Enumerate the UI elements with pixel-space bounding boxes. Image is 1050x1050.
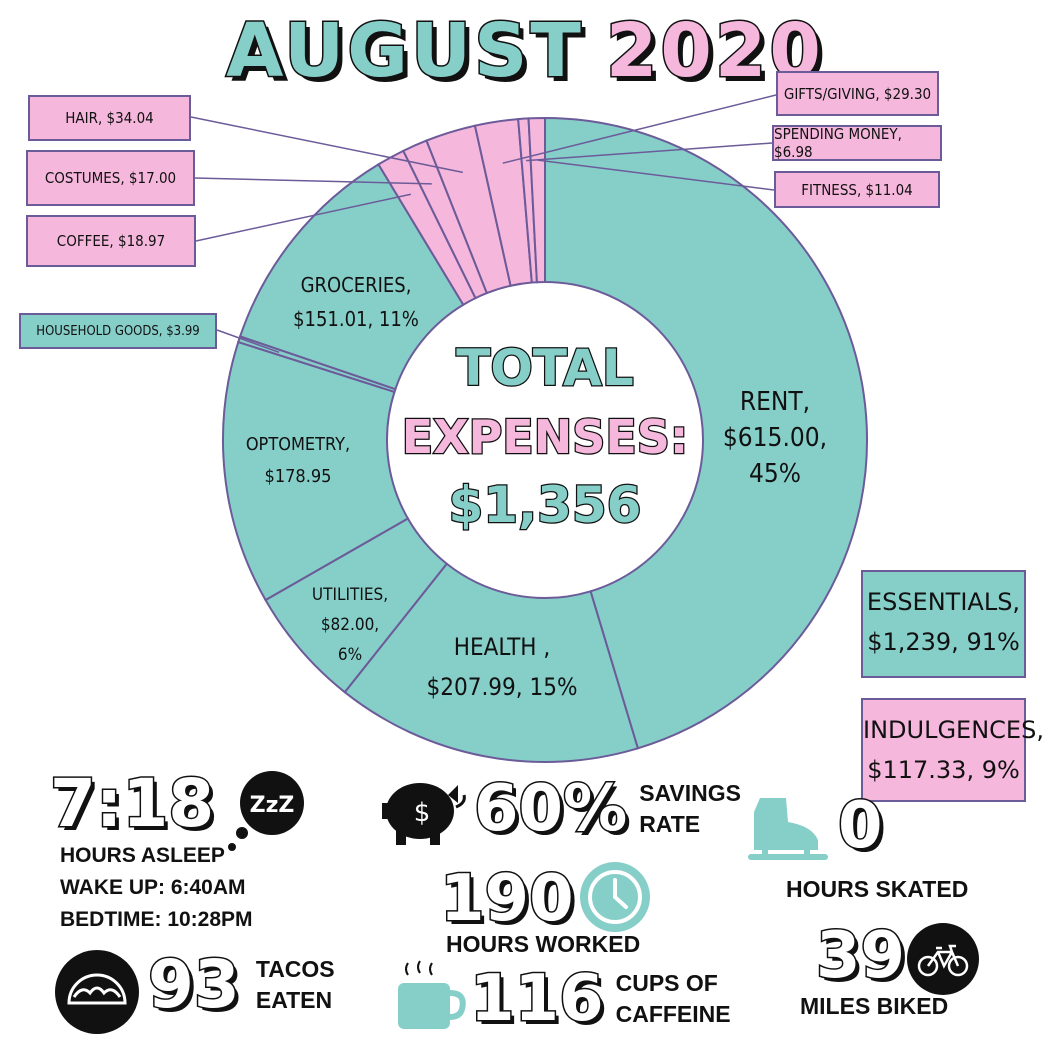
center-total-value: $1,356 <box>449 476 642 534</box>
summary-essentials-line1: ESSENTIALS, <box>866 588 1021 616</box>
skated-label: HOURS SKATED <box>786 876 969 902</box>
biked-label: MILES BIKED <box>800 993 949 1019</box>
callout-coffee-text: COFFEE, $18.97 <box>56 232 166 250</box>
leader-line-fitness <box>537 159 775 191</box>
slice-label-health-1: HEALTH , <box>454 633 551 661</box>
leader-line-costumes <box>194 177 432 185</box>
piggy-dollar: $ <box>414 798 431 828</box>
center-title-line2: EXPENSES: <box>402 410 689 464</box>
callout-gifts-giving: GIFTS/GIVING, $29.30 <box>776 71 939 116</box>
callout-spending-money: SPENDING MONEY, $6.98 <box>772 125 942 161</box>
slice-optometry <box>222 340 410 602</box>
callout-fitness-text: FITNESS, $11.04 <box>801 180 913 199</box>
callout-gifts-giving-text: GIFTS/GIVING, $29.30 <box>783 84 932 103</box>
stat-savings: 60% SAVINGS RATE <box>472 770 741 848</box>
tacos-line2: EATEN <box>255 987 333 1013</box>
callout-household-goods: HOUSEHOLD GOODS, $3.99 <box>19 313 217 349</box>
center-title-line1: TOTAL <box>456 339 633 397</box>
savings-line1: SAVINGS <box>639 780 742 806</box>
leader-line-spending-money <box>526 142 773 162</box>
slice-label-utilities-1: UTILITIES, <box>312 585 388 605</box>
zzz-text: ZzZ <box>250 793 295 818</box>
slice-groceries <box>238 163 465 391</box>
leader-line-coffee <box>195 193 412 242</box>
clock-icon <box>580 862 650 932</box>
summary-essentials: ESSENTIALS, $1,239, 91% <box>861 570 1026 678</box>
callout-spending-money-text: SPENDING MONEY, $6.98 <box>774 125 902 161</box>
leader-line-gifts-giving <box>502 94 777 164</box>
sleep-bedtime: BEDTIME: 10:28PM <box>60 908 253 931</box>
savings-line2: RATE <box>639 811 701 837</box>
summary-essentials-line2: $1,239, 91% <box>867 628 1020 656</box>
slice-health <box>343 562 640 763</box>
slice-label-utilities-3: 6% <box>338 645 362 665</box>
slice-rent <box>544 116 868 750</box>
bicycle-icon <box>907 923 979 995</box>
tacos-value: 93 <box>147 945 242 1025</box>
page-title: AUGUST 2020 <box>0 7 1050 96</box>
worked-label: HOURS WORKED <box>446 931 641 957</box>
slice-label-rent-1: RENT, <box>740 387 810 417</box>
caffeine-value: 116 <box>469 961 606 1038</box>
slice-label-optometry-1: OPTOMETRY, <box>246 434 350 455</box>
savings-value: 60% <box>472 771 628 848</box>
caffeine-line2: CAFFEINE <box>615 1001 731 1027</box>
summary-indulgences-line2: $117.33, 9% <box>867 756 1020 784</box>
callout-hair: HAIR, $34.04 <box>28 95 191 141</box>
summary-indulgences: INDULGENCES, $117.33, 9% <box>861 698 1044 802</box>
stat-sleep: 7:18 HOURS ASLEEP WAKE UP: 6:40AM BEDTIM… <box>49 765 253 934</box>
stat-skated: 0 <box>837 788 885 865</box>
callout-coffee: COFFEE, $18.97 <box>26 215 196 267</box>
stat-caffeine: 116 CUPS OF CAFFEINE <box>469 960 731 1038</box>
slice-label-health-2: $207.99, 15% <box>427 673 578 701</box>
slice-label-rent-2: $615.00, <box>723 423 827 453</box>
ice-skate-icon <box>748 798 828 860</box>
zzz-bubble-icon: ZzZ <box>228 771 304 851</box>
callout-hair-text: HAIR, $34.04 <box>65 109 154 127</box>
caffeine-caption: CUPS OF CAFFEINE <box>616 968 731 1030</box>
leader-line-household-goods <box>216 329 280 354</box>
stat-worked: 190 <box>439 861 576 938</box>
piggy-bank-icon: $ <box>382 783 466 845</box>
caffeine-line1: CUPS OF <box>615 970 718 996</box>
slice-label-groceries-2: $151.01, 11% <box>293 307 419 331</box>
leader-line-hair <box>190 116 463 174</box>
stat-biked: 39 <box>814 918 906 995</box>
savings-caption: SAVINGS RATE <box>639 778 741 840</box>
taco-icon <box>55 950 139 1034</box>
coffee-cup-icon <box>398 960 466 1029</box>
sleep-label: HOURS ASLEEP <box>60 844 225 867</box>
tacos-line1: TACOS <box>255 956 335 982</box>
stat-tacos: 93 TACOS EATEN <box>147 945 335 1025</box>
worked-value: 190 <box>439 861 576 938</box>
skated-value: 0 <box>837 788 885 865</box>
callout-costumes-text: COSTUMES, $17.00 <box>44 169 177 187</box>
slice-label-groceries-1: GROCERIES, <box>301 273 412 297</box>
callout-fitness: FITNESS, $11.04 <box>774 171 940 208</box>
slice-label-rent-3: 45% <box>749 459 801 489</box>
title-month: AUGUST <box>225 7 584 96</box>
callout-household-goods-text: HOUSEHOLD GOODS, $3.99 <box>36 323 200 339</box>
summary-indulgences-line1: INDULGENCES, <box>863 716 1044 744</box>
sleep-wake: WAKE UP: 6:40AM <box>60 876 246 899</box>
tacos-caption: TACOS EATEN <box>256 954 335 1016</box>
sleep-value: 7:18 <box>49 765 216 842</box>
slice-label-utilities-2: $82.00, <box>321 615 379 635</box>
slice-label-optometry-2: $178.95 <box>265 466 332 487</box>
callout-costumes: COSTUMES, $17.00 <box>26 150 195 206</box>
biked-value: 39 <box>814 918 906 995</box>
